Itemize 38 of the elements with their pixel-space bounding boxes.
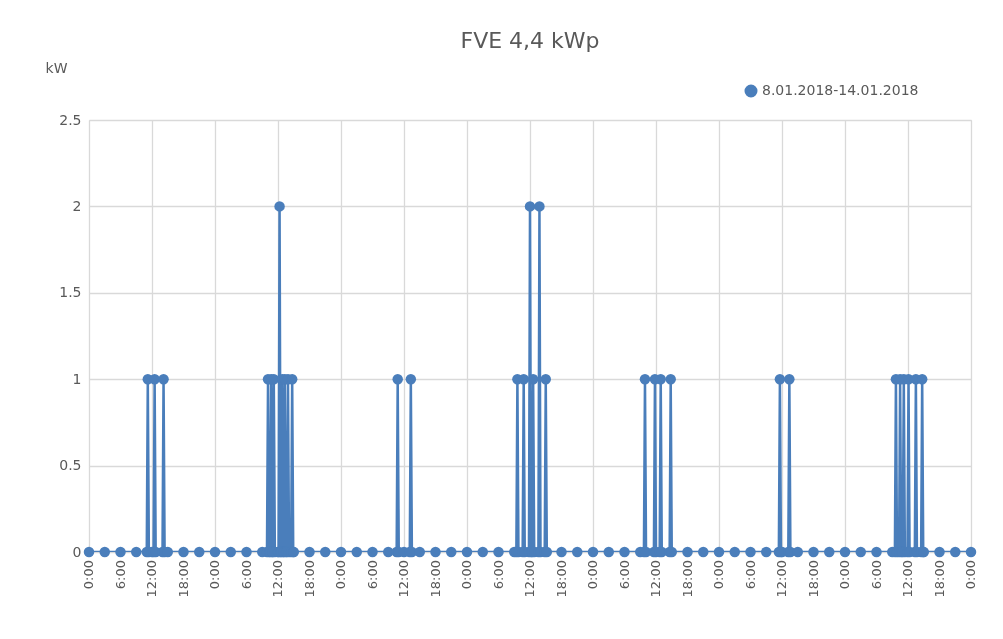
x-tick-label: 12:00: [648, 560, 663, 598]
x-tick-label: 12:00: [396, 560, 411, 598]
x-tick-label: 6:00: [742, 560, 758, 590]
y-axis-title: kW: [45, 59, 68, 76]
x-tick-label: 12:00: [144, 560, 159, 598]
x-tick-label: 6:00: [364, 560, 380, 590]
x-tick-label: 12:00: [900, 560, 915, 598]
y-tick-label: 0: [72, 543, 82, 560]
x-tick-label: 0:00: [837, 560, 852, 590]
x-tick-label: 18:00: [427, 560, 443, 598]
x-tick-label: 12:00: [522, 560, 537, 598]
y-tick-label: 2: [72, 197, 82, 214]
x-tick-label: 0:00: [963, 560, 978, 590]
x-tick-label: 0:00: [81, 560, 96, 590]
x-tick-label: 18:00: [931, 560, 947, 598]
x-tick-label: 6:00: [112, 560, 128, 590]
x-tick-label: 18:00: [175, 560, 191, 598]
x-tick-label: 12:00: [774, 560, 789, 598]
x-tick-label: 6:00: [616, 560, 632, 590]
x-tick-label: 6:00: [490, 560, 506, 590]
x-tick-label: 18:00: [553, 560, 569, 598]
x-tick-label: 18:00: [301, 560, 317, 598]
x-tick-label: 18:00: [679, 560, 695, 598]
x-tick-label: 12:00: [270, 560, 285, 598]
x-tick-label: 0:00: [207, 560, 222, 590]
x-tick-label: 0:00: [711, 560, 726, 590]
y-tick-label: 1: [72, 370, 82, 387]
chart-title: FVE 4,4 kWp: [460, 28, 600, 53]
x-tick-label: 0:00: [333, 560, 348, 590]
y-tick-label: 1.5: [59, 284, 82, 301]
x-tick-label: 6:00: [868, 560, 884, 590]
x-tick-label: 6:00: [238, 560, 254, 590]
legend-label: 8.01.2018-14.01.2018: [762, 82, 919, 98]
x-tick-label: 0:00: [459, 560, 474, 590]
x-tick-label: 18:00: [805, 560, 821, 598]
x-tick-label: 0:00: [585, 560, 600, 590]
y-tick-label: 2.5: [59, 111, 82, 128]
y-tick-label: 0.5: [59, 457, 82, 474]
